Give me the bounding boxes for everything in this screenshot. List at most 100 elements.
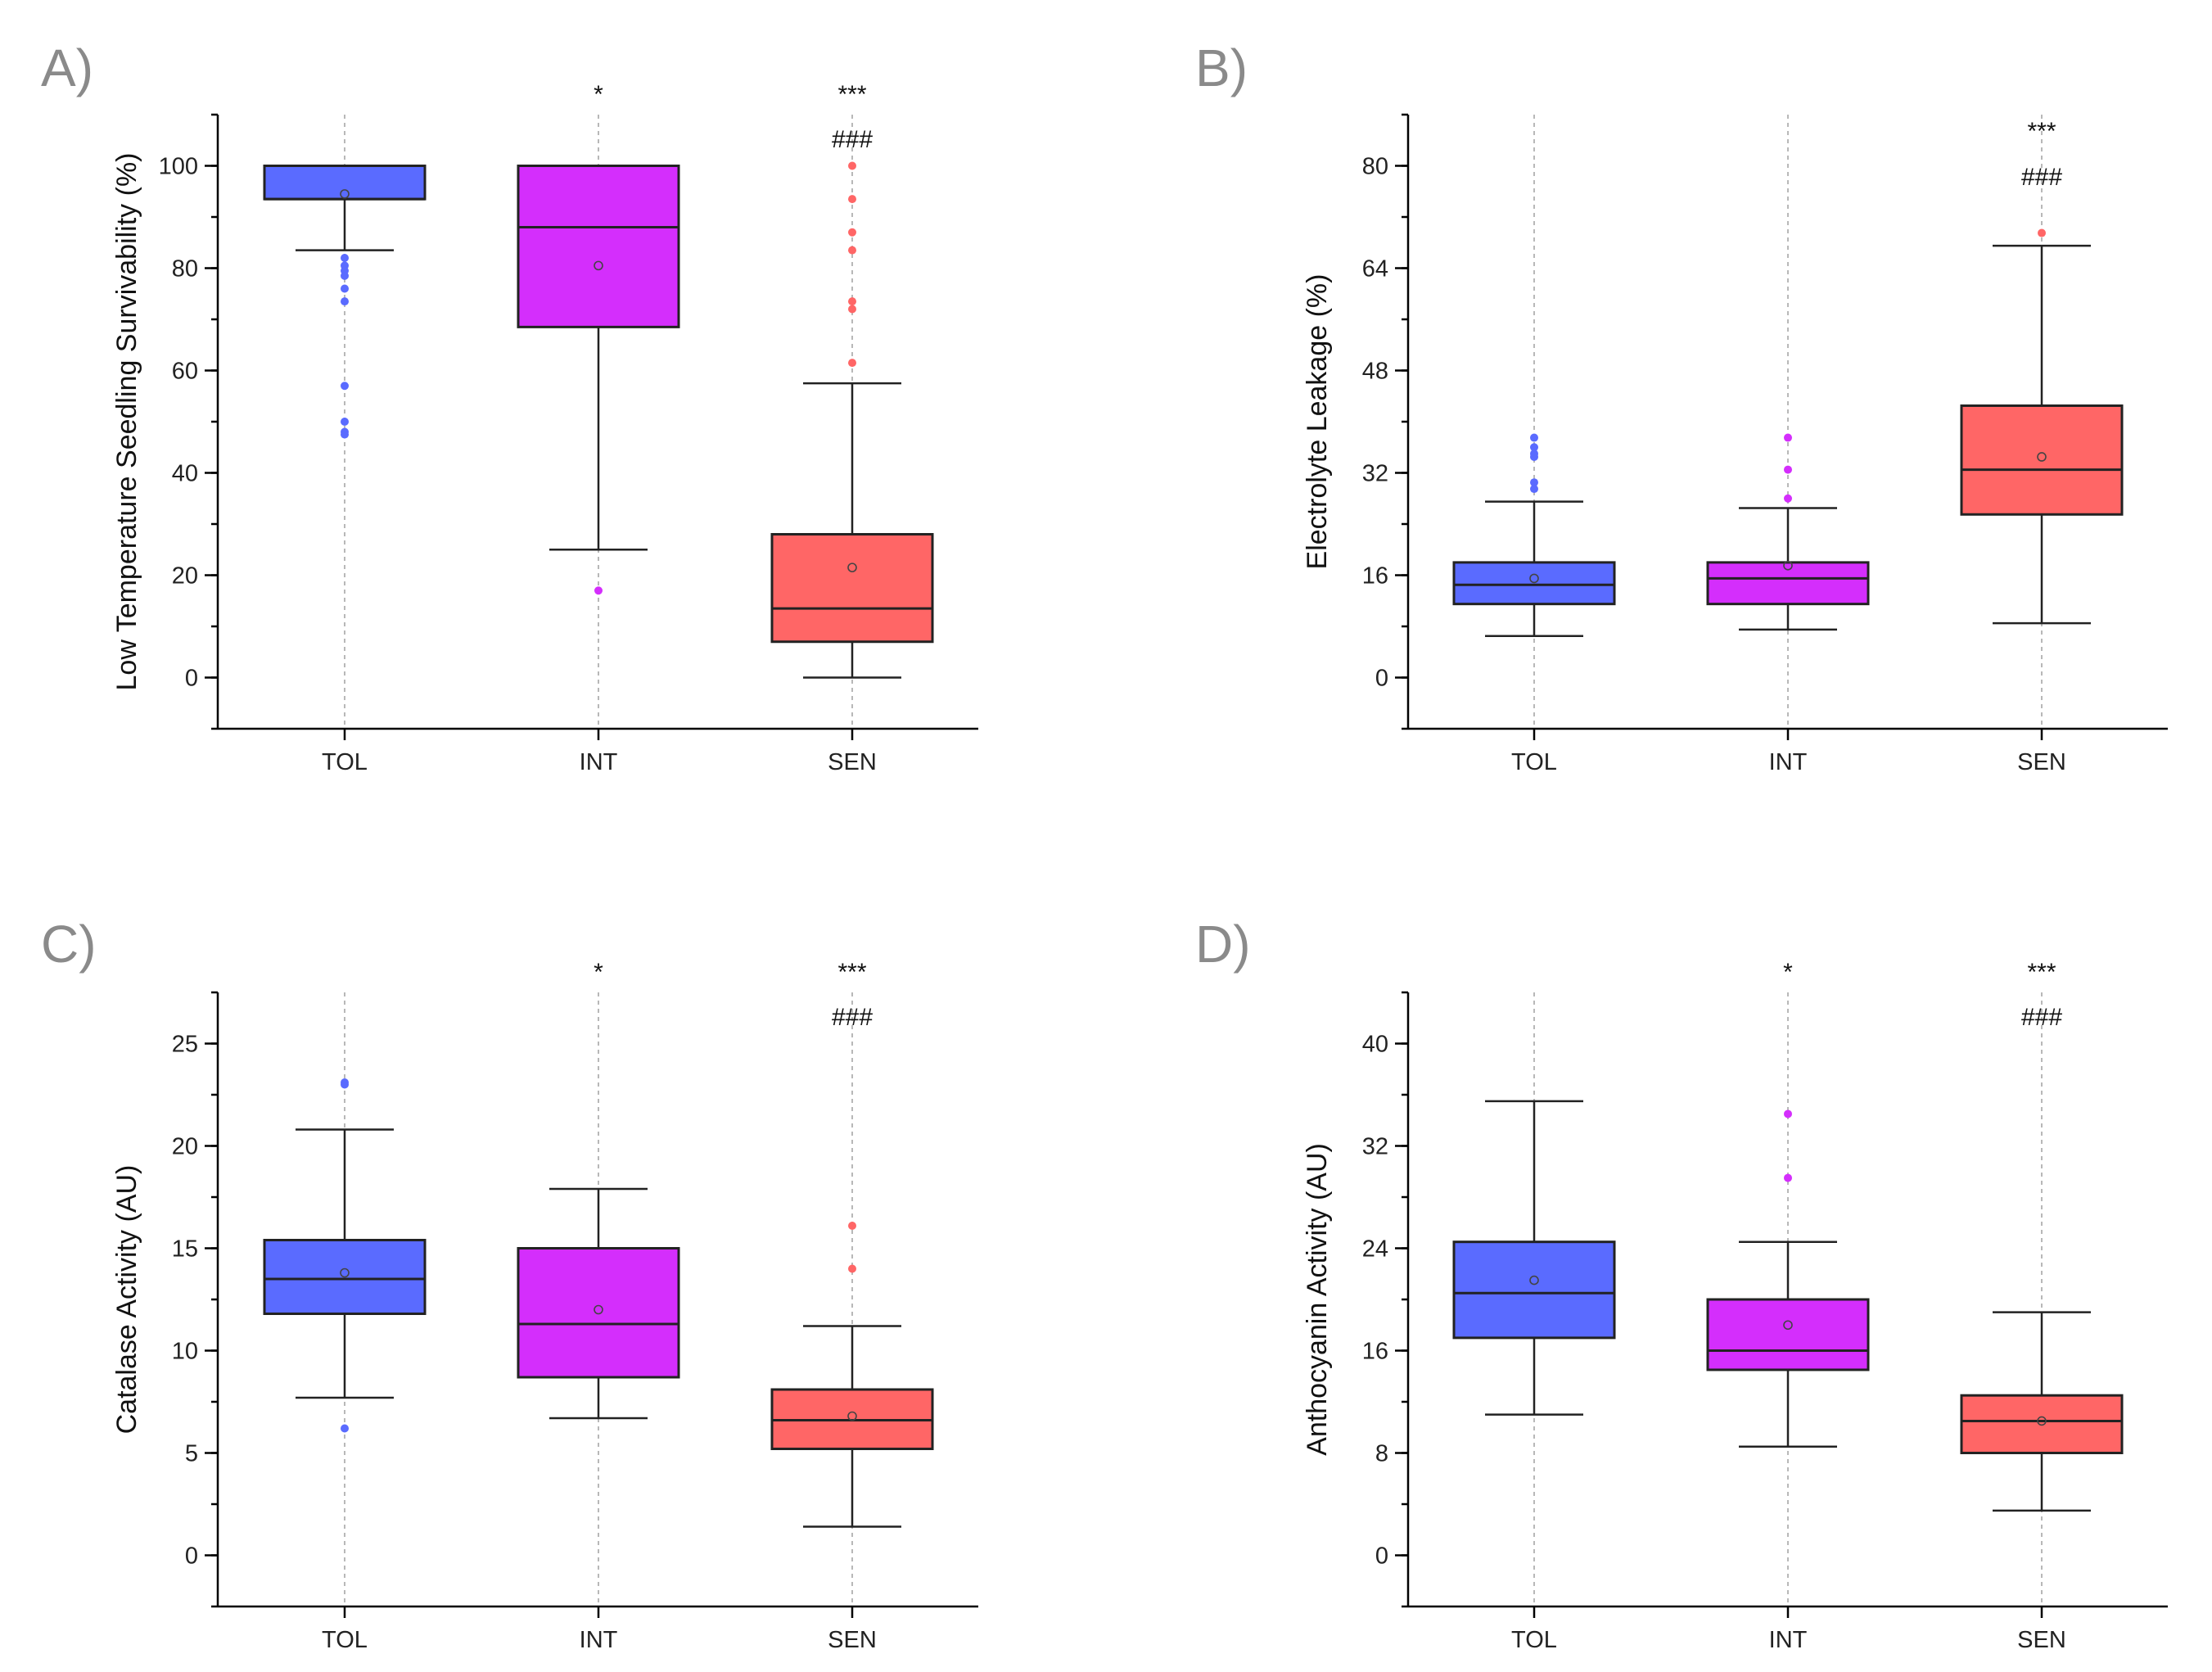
y-axis-title: Electrolyte Leakage (%) xyxy=(1302,274,1333,570)
significance-annotation-secondary-sen: ### xyxy=(2021,1004,2062,1031)
panel-label: D) xyxy=(1195,915,1251,974)
box-int xyxy=(1706,561,1870,606)
chart-panel-d: D) 0 8 16 24 32 40 TOL INT SEN Anthocyanin Activit… xyxy=(1195,915,2168,1653)
significance-annotation-secondary-sen: ### xyxy=(2021,164,2062,191)
mean-marker-int xyxy=(1783,560,1793,571)
mean-marker-sen xyxy=(847,1411,857,1421)
box-int xyxy=(517,165,680,328)
significance-annotation-sen: *** xyxy=(837,959,866,986)
y-axis-title: Anthocyanin Activity (AU) xyxy=(1302,1143,1333,1456)
chart-panel-c: C) 0 5 10 15 20 25 TOL INT SEN Catalase Activity (… xyxy=(41,915,978,1653)
outlier-point-tol xyxy=(1530,478,1538,487)
significance-annotation-sen: *** xyxy=(2027,959,2056,986)
x-tick-label-sen: SEN xyxy=(828,1627,877,1653)
y-tick-label: 40 xyxy=(172,461,198,487)
x-tick-label-sen: SEN xyxy=(2017,1627,2066,1653)
box-tol xyxy=(1452,1240,1616,1340)
outlier-point-tol xyxy=(1530,450,1538,459)
significance-annotation-int: * xyxy=(594,81,603,108)
mean-marker-int xyxy=(1783,1320,1793,1331)
y-tick-label: 60 xyxy=(172,359,198,385)
outlier-point-tol xyxy=(341,297,349,306)
y-tick-label: 16 xyxy=(1362,1339,1388,1365)
mean-marker-tol xyxy=(340,1268,350,1278)
mean-marker-tol xyxy=(340,189,350,199)
x-tick-label-tol: TOL xyxy=(322,749,368,775)
panel-label: A) xyxy=(41,38,93,97)
significance-annotation-secondary-sen: ### xyxy=(832,1004,873,1031)
outlier-point-sen xyxy=(848,1222,856,1230)
box-sen xyxy=(770,533,934,644)
panel-label: B) xyxy=(1195,38,1248,97)
x-tick-label-int: INT xyxy=(1769,749,1808,775)
outlier-point-tol xyxy=(341,284,349,293)
box-int xyxy=(517,1247,680,1379)
mean-marker-int xyxy=(594,260,603,271)
x-tick-label-int: INT xyxy=(580,1627,618,1653)
significance-annotation-sen: *** xyxy=(837,81,866,108)
outlier-point-tol xyxy=(341,1424,349,1433)
box-sen xyxy=(1960,404,2124,516)
x-tick-label-sen: SEN xyxy=(828,749,877,775)
y-tick-label: 0 xyxy=(185,1543,198,1570)
outlier-point-tol xyxy=(341,254,349,262)
y-tick-label: 40 xyxy=(1362,1032,1388,1058)
y-tick-label: 32 xyxy=(1362,461,1388,487)
outlier-point-int xyxy=(594,586,603,595)
y-tick-label: 15 xyxy=(172,1236,198,1263)
x-tick-label-tol: TOL xyxy=(1511,1627,1557,1653)
y-tick-label: 0 xyxy=(1375,666,1388,692)
y-tick-label: 24 xyxy=(1362,1236,1388,1263)
outlier-point-sen xyxy=(848,1264,856,1273)
mean-marker-sen xyxy=(2037,1416,2047,1426)
outlier-point-tol xyxy=(341,271,349,280)
significance-annotation-int: * xyxy=(1783,959,1793,986)
mean-marker-int xyxy=(594,1304,603,1315)
outlier-point-sen xyxy=(848,195,856,204)
outlier-point-tol xyxy=(1530,443,1538,452)
outlier-point-int xyxy=(1784,433,1792,442)
outlier-point-int xyxy=(1784,465,1792,474)
x-tick-label-tol: TOL xyxy=(1511,749,1557,775)
significance-annotation-sen: *** xyxy=(2027,118,2056,145)
outlier-point-sen xyxy=(848,305,856,314)
x-tick-label-int: INT xyxy=(580,749,618,775)
x-tick-label-sen: SEN xyxy=(2017,749,2066,775)
y-tick-label: 20 xyxy=(172,1134,198,1160)
box-tol xyxy=(263,165,427,201)
mean-marker-tol xyxy=(1529,1275,1539,1286)
y-tick-label: 0 xyxy=(1375,1543,1388,1570)
mean-marker-sen xyxy=(2037,452,2047,462)
outlier-point-sen xyxy=(848,297,856,306)
mean-marker-tol xyxy=(1529,573,1539,584)
outlier-point-sen xyxy=(848,246,856,255)
chart-panel-a: A) 0 20 40 60 80 100 TOL INT SEN Low Temperature S… xyxy=(41,38,978,775)
panel-label: C) xyxy=(41,915,97,974)
outlier-point-int xyxy=(1784,1173,1792,1182)
significance-annotation-int: * xyxy=(594,959,603,986)
chart-panel-b: B) 0 16 32 48 64 80 TOL INT SEN Electrolyte Leakag… xyxy=(1195,38,2168,775)
y-axis-title: Low Temperature Seedling Survivability (… xyxy=(111,152,142,690)
y-tick-label: 32 xyxy=(1362,1134,1388,1160)
y-axis-title: Catalase Activity (AU) xyxy=(111,1165,142,1435)
outlier-point-sen xyxy=(848,228,856,237)
outlier-point-tol xyxy=(341,1078,349,1087)
y-tick-label: 100 xyxy=(159,154,198,180)
significance-annotation-secondary-sen: ### xyxy=(832,126,873,153)
box-tol xyxy=(1452,561,1616,606)
y-tick-label: 10 xyxy=(172,1339,198,1365)
y-tick-label: 8 xyxy=(1375,1441,1388,1467)
y-tick-label: 25 xyxy=(172,1032,198,1058)
outlier-point-int xyxy=(1784,1109,1792,1118)
outlier-point-sen xyxy=(848,161,856,170)
outlier-point-tol xyxy=(1530,485,1538,494)
y-tick-label: 20 xyxy=(172,563,198,590)
box-sen xyxy=(1960,1394,2124,1454)
y-tick-label: 16 xyxy=(1362,563,1388,590)
outlier-point-tol xyxy=(341,430,349,439)
outlier-point-sen xyxy=(2038,228,2046,237)
outlier-point-tol xyxy=(341,382,349,391)
y-tick-label: 0 xyxy=(185,666,198,692)
y-tick-label: 64 xyxy=(1362,256,1388,282)
